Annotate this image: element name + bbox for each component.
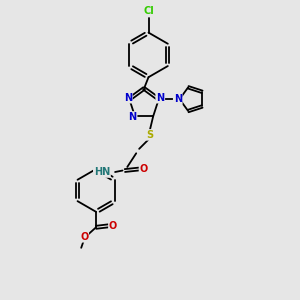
Text: N: N xyxy=(174,94,182,104)
Text: N: N xyxy=(128,112,137,122)
Text: S: S xyxy=(146,130,153,140)
Text: N: N xyxy=(156,93,164,103)
Text: O: O xyxy=(109,221,117,231)
Text: O: O xyxy=(80,232,88,242)
Text: Cl: Cl xyxy=(143,6,154,16)
Text: O: O xyxy=(140,164,148,174)
Text: HN: HN xyxy=(94,167,110,177)
Text: N: N xyxy=(124,93,132,103)
